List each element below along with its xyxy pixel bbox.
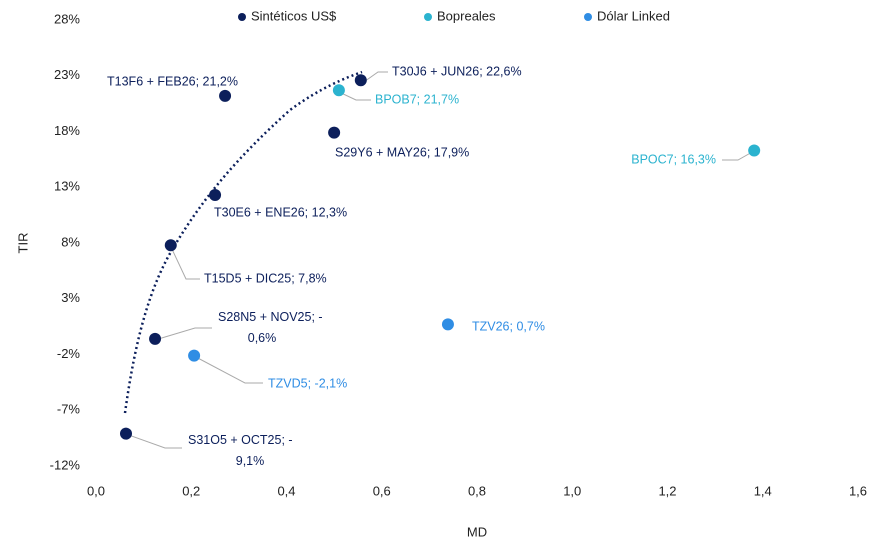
x-tick-label: 0,4 (277, 483, 295, 498)
legend-label: Dólar Linked (597, 8, 670, 23)
data-label: TZVD5; -2,1% (268, 376, 347, 390)
trendline (123, 70, 363, 414)
leader-line (722, 150, 755, 161)
legend-label: Bopreales (437, 8, 496, 23)
y-axis-title: TIR (15, 233, 30, 254)
data-label: T15D5 + DIC25; 7,8% (204, 271, 327, 285)
y-tick-label: 3% (61, 290, 80, 305)
legend-marker (238, 13, 246, 21)
leader-line (154, 327, 212, 341)
point (188, 349, 201, 362)
leader-line (170, 246, 200, 280)
leader-line (338, 91, 371, 101)
y-tick-label: 13% (54, 179, 80, 194)
x-tick-label: 0,6 (373, 483, 391, 498)
label-line: 0,6% (248, 331, 277, 345)
data-label: S28N5 + NOV25; - 0,6% (218, 310, 323, 345)
data-label: T30E6 + ENE26; 12,3% (214, 205, 347, 219)
x-tick-label: 1,0 (563, 483, 581, 498)
y-tick-label: -7% (57, 402, 81, 417)
point (354, 74, 367, 87)
point (164, 239, 177, 252)
legend-marker (424, 13, 432, 21)
legend-marker (584, 13, 592, 21)
data-label: TZV26; 0,7% (472, 319, 545, 333)
data-label: T30J6 + JUN26; 22,6% (392, 64, 522, 78)
point (120, 427, 133, 440)
point (149, 332, 162, 345)
point (219, 89, 232, 102)
x-tick-label: 0,0 (87, 483, 105, 498)
point (441, 318, 454, 331)
x-axis-title: MD (467, 524, 487, 539)
x-tick-label: 1,6 (849, 483, 867, 498)
x-tick-label: 1,4 (754, 483, 772, 498)
y-tick-label: -12% (50, 457, 81, 472)
point (209, 189, 222, 202)
point (748, 144, 761, 157)
data-label: S29Y6 + MAY26; 17,9% (335, 145, 469, 159)
x-tick-label: 0,2 (182, 483, 200, 498)
y-tick-label: 23% (54, 67, 80, 82)
data-label: BPOB7; 21,7% (375, 92, 459, 106)
leader-line (193, 355, 263, 384)
y-tick-label: -2% (57, 346, 81, 361)
label-line: 9,1% (236, 454, 265, 468)
y-tick-label: 8% (61, 234, 80, 249)
data-label: BPOC7; 16,3% (631, 152, 716, 166)
data-label: T13F6 + FEB26; 21,2% (107, 74, 238, 88)
point (328, 126, 341, 139)
legend-label: Sintéticos US$ (251, 8, 337, 23)
label-line: S28N5 + NOV25; - (218, 310, 323, 324)
data-label: S31O5 + OCT25; - 9,1% (188, 433, 293, 468)
y-tick-label: 28% (54, 11, 80, 26)
x-tick-label: 0,8 (468, 483, 486, 498)
point (332, 84, 345, 97)
label-line: S31O5 + OCT25; - (188, 433, 293, 447)
y-tick-label: 18% (54, 123, 80, 138)
leader-line (125, 433, 182, 449)
x-tick-label: 1,2 (658, 483, 676, 498)
